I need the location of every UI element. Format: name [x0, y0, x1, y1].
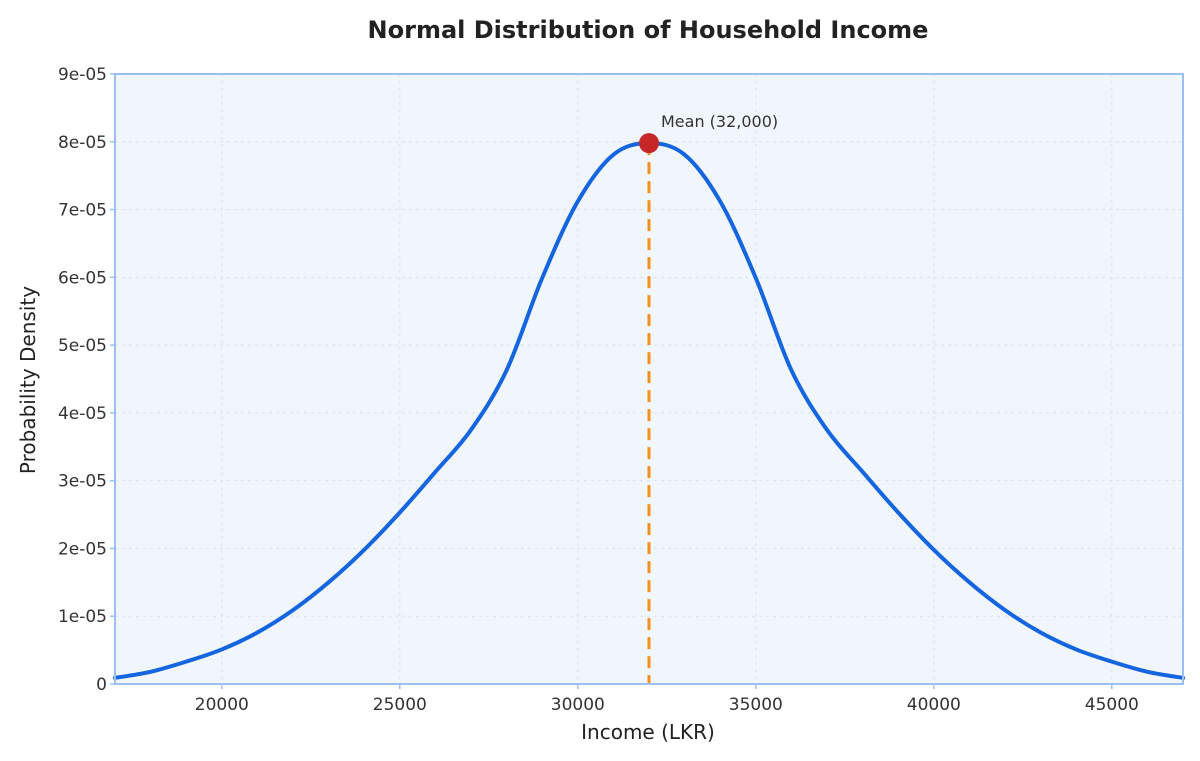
x-tick-label: 40000 [907, 695, 961, 715]
y-tick-label: 0 [96, 675, 107, 695]
x-tick-label: 35000 [729, 695, 783, 715]
mean-marker [639, 133, 659, 154]
y-axis-label: Probability Density [16, 286, 40, 474]
chart-title: Normal Distribution of Household Income [368, 16, 929, 44]
x-tick-label: 20000 [195, 695, 249, 715]
y-tick-label: 9e-05 [58, 65, 107, 85]
x-tick-label: 30000 [551, 695, 605, 715]
y-tick-label: 1e-05 [58, 607, 107, 627]
y-tick-label: 6e-05 [58, 268, 107, 288]
x-axis: 20000 25000 30000 35000 40000 45000 [195, 684, 1139, 715]
y-tick-label: 8e-05 [58, 133, 107, 153]
y-tick-label: 5e-05 [58, 336, 107, 356]
y-tick-label: 7e-05 [58, 201, 107, 221]
x-axis-label: Income (LKR) [581, 720, 715, 744]
x-tick-label: 25000 [373, 695, 427, 715]
plot-frame [114, 73, 1184, 685]
y-axis: 0 1e-05 2e-05 3e-05 4e-05 5e-05 6e-05 7e-05 8e-0… [58, 65, 115, 695]
y-tick-label: 2e-05 [58, 539, 107, 559]
y-tick-label: 4e-05 [58, 404, 107, 424]
y-tick-label: 3e-05 [58, 472, 107, 492]
x-tick-label: 45000 [1085, 695, 1139, 715]
mean-annotation: Mean (32,000) [661, 112, 778, 131]
